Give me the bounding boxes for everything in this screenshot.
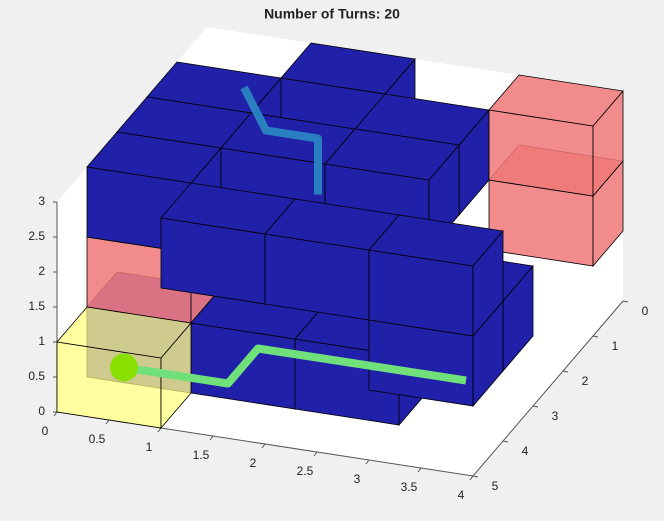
block-face (488, 74, 624, 127)
x-tick-label: 0 (42, 424, 49, 438)
x-tick-label: 3 (354, 472, 361, 486)
x-tick (417, 467, 422, 473)
y-tick-label: 4 (522, 444, 529, 458)
y-tick-label: 2 (582, 374, 589, 388)
block-face (56, 306, 192, 359)
x-tick (209, 435, 214, 441)
start-marker (110, 353, 138, 382)
block-face (368, 214, 504, 267)
x-tick-label: 1 (146, 440, 153, 454)
x-tick (53, 411, 58, 417)
y-tick (592, 335, 599, 338)
x-tick-label: 2.5 (297, 464, 314, 478)
x-tick-label: 1.5 (193, 448, 210, 462)
y-tick-label: 1 (612, 339, 619, 353)
z-tick-label: 1 (38, 334, 45, 348)
z-tick-label: 2 (38, 264, 45, 278)
path-line (240, 85, 322, 195)
x-tick-label: 2 (250, 456, 257, 470)
y-tick (532, 405, 539, 408)
y-tick-label: 0 (642, 304, 649, 318)
chart-title: Number of Turns: 20 (264, 6, 400, 22)
y-tick (472, 475, 479, 478)
x-tick (313, 451, 318, 457)
x-tick (157, 427, 162, 433)
y-tick (502, 440, 509, 443)
z-tick-label: 0 (38, 404, 45, 418)
x-tick (469, 475, 474, 481)
z-tick-label: 0.5 (28, 369, 45, 383)
x-tick (261, 443, 266, 449)
z-tick-label: 3 (38, 194, 45, 208)
z-tick-label: 2.5 (28, 229, 45, 243)
block-face (324, 128, 460, 181)
z-tick-label: 1.5 (28, 299, 45, 313)
y-tick-label: 3 (552, 409, 559, 423)
y-tick (622, 300, 629, 303)
y-tick (562, 370, 569, 373)
x-tick-label: 4 (458, 488, 465, 502)
y-tick-label: 5 (492, 479, 499, 493)
x-tick (365, 459, 370, 465)
x-tick-label: 3.5 (401, 480, 418, 494)
path-line (123, 344, 467, 388)
x-tick-label: 0.5 (89, 432, 106, 446)
x-tick (105, 419, 110, 425)
